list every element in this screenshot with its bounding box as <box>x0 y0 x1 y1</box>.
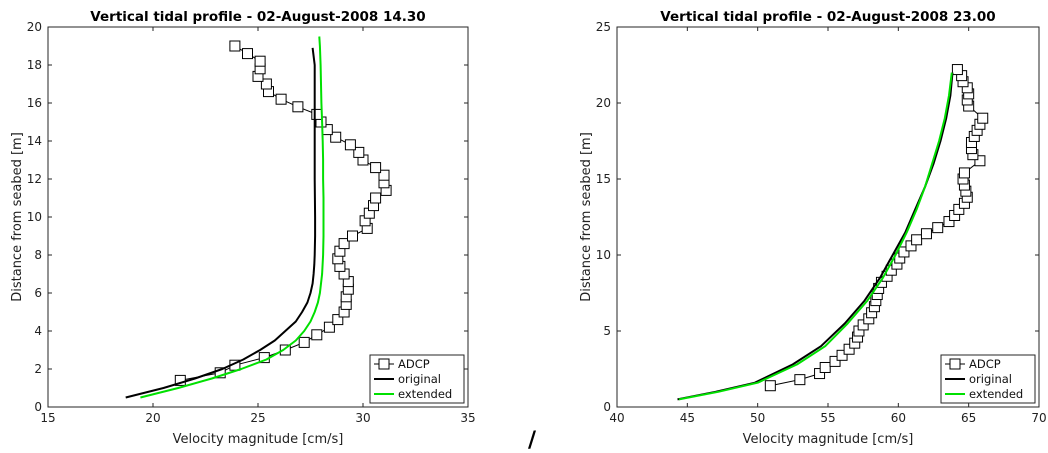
series-line-extended <box>140 36 325 399</box>
data-point-ADCP <box>338 238 350 250</box>
x-tick-label: 30 <box>355 411 370 425</box>
y-tick-label: 5 <box>603 324 611 338</box>
data-point-ADCP <box>974 155 986 167</box>
y-tick-label: 0 <box>34 400 42 414</box>
data-point-ADCP <box>814 368 826 380</box>
y-tick-label: 6 <box>34 286 42 300</box>
data-point-ADCP <box>819 361 831 373</box>
x-tick-label: 25 <box>250 411 265 425</box>
y-tick-label: 2 <box>34 362 42 376</box>
data-point-ADCP <box>353 146 365 158</box>
data-point-ADCP <box>279 344 291 356</box>
chart-title: Vertical tidal profile - 02-August-2008 … <box>660 9 995 25</box>
x-tick-label: 55 <box>820 411 835 425</box>
right-chart: Vertical tidal profile - 02-August-2008 … <box>579 9 1047 447</box>
data-point-ADCP <box>905 240 917 252</box>
data-point-ADCP <box>932 222 944 234</box>
data-point-ADCP <box>323 321 335 333</box>
y-tick-label: 10 <box>596 248 611 262</box>
data-point-ADCP <box>275 93 287 105</box>
y-tick-label: 20 <box>27 20 42 34</box>
x-axis-label: Velocity magnitude [cm/s] <box>173 432 344 447</box>
y-tick-label: 20 <box>596 96 611 110</box>
series-line-ADCP <box>770 69 984 387</box>
data-point-ADCP <box>836 349 848 361</box>
data-point-ADCP <box>214 367 226 379</box>
legend-label-extended: extended <box>969 387 1023 401</box>
y-tick-label: 15 <box>596 172 611 186</box>
data-point-ADCP <box>311 329 323 341</box>
x-tick-label: 70 <box>1031 411 1046 425</box>
plot-frame <box>47 26 469 408</box>
stray-slash-mark: / <box>528 428 537 453</box>
data-point-ADCP <box>370 192 382 204</box>
legend-swatch-marker <box>378 358 390 370</box>
data-point-ADCP <box>958 167 970 179</box>
legend-label-original: original <box>969 372 1012 386</box>
data-point-ADCP <box>764 380 776 392</box>
left-chart: Vertical tidal profile - 02-August-2008 … <box>10 9 476 447</box>
data-point-ADCP <box>843 343 855 355</box>
data-point-ADCP <box>344 139 356 151</box>
y-tick-label: 18 <box>27 58 42 72</box>
data-point-ADCP <box>794 374 806 386</box>
legend-label-original: original <box>398 372 441 386</box>
x-tick-label: 15 <box>40 411 55 425</box>
chart-title: Vertical tidal profile - 02-August-2008 … <box>90 9 425 25</box>
data-point-ADCP <box>347 230 358 242</box>
data-point-ADCP <box>378 169 390 181</box>
data-point-ADCP <box>911 234 923 246</box>
data-point-ADCP <box>953 203 965 215</box>
y-tick-label: 25 <box>596 20 611 34</box>
data-point-ADCP <box>311 108 323 120</box>
legend-label-ADCP: ADCP <box>969 357 1001 371</box>
data-point-ADCP <box>298 336 310 348</box>
legend-label-extended: extended <box>398 387 452 401</box>
data-point-ADCP <box>260 78 272 90</box>
x-tick-label: 65 <box>961 411 976 425</box>
x-tick-label: 35 <box>460 411 475 425</box>
data-point-ADCP <box>943 216 955 228</box>
data-point-ADCP <box>292 101 304 113</box>
y-tick-label: 16 <box>27 96 42 110</box>
y-tick-label: 12 <box>27 172 42 186</box>
y-axis-label: Distance from seabed [m] <box>10 132 25 302</box>
y-axis-label: Distance from seabed [m] <box>579 132 594 302</box>
y-tick-label: 4 <box>34 324 42 338</box>
x-tick-label: 45 <box>680 411 695 425</box>
y-tick-label: 8 <box>34 248 42 262</box>
data-point-ADCP <box>829 355 841 367</box>
data-point-ADCP <box>330 131 342 143</box>
series-line-extended <box>678 72 953 401</box>
y-tick-label: 10 <box>27 210 42 224</box>
y-tick-label: 14 <box>27 134 42 148</box>
x-tick-label: 20 <box>145 411 160 425</box>
data-point-ADCP <box>332 314 344 326</box>
plot-frame <box>616 26 1040 408</box>
x-axis-label: Velocity magnitude [cm/s] <box>743 432 914 447</box>
x-tick-label: 50 <box>750 411 765 425</box>
x-tick-label: 60 <box>891 411 906 425</box>
legend-label-ADCP: ADCP <box>398 357 430 371</box>
data-point-ADCP <box>370 162 382 174</box>
series-line-original <box>677 72 954 401</box>
data-point-ADCP <box>857 319 869 331</box>
data-point-ADCP <box>951 64 963 76</box>
legend-swatch-marker <box>949 358 961 370</box>
data-point-ADCP <box>254 55 266 67</box>
data-point-ADCP <box>229 40 241 52</box>
data-point-ADCP <box>898 246 910 258</box>
data-point-ADCP <box>920 228 932 240</box>
y-tick-label: 0 <box>603 400 611 414</box>
data-point-ADCP <box>242 48 253 60</box>
x-tick-label: 40 <box>609 411 624 425</box>
data-point-ADCP <box>977 112 989 124</box>
series-line-original <box>125 47 317 399</box>
